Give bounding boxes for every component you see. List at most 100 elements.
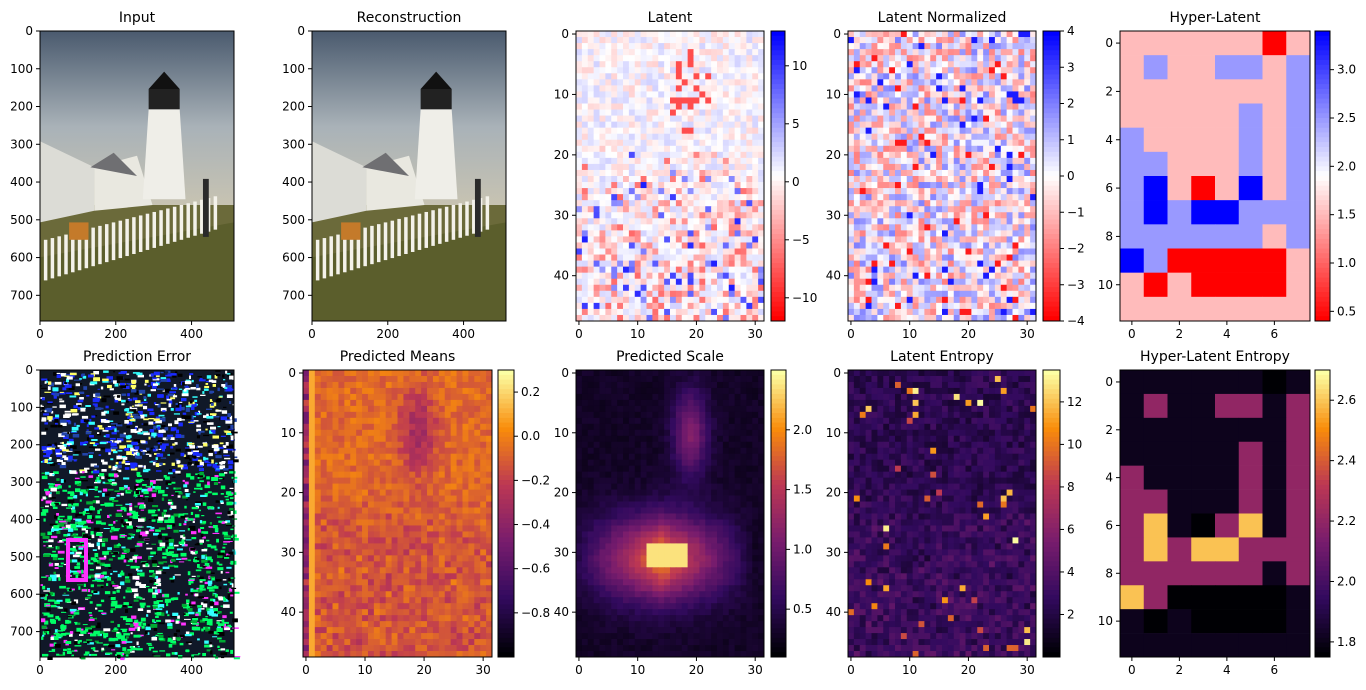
x-tick-label: 200 [376, 327, 399, 341]
colorbar-tick-label: −1 [1067, 205, 1085, 219]
heatmap-cell [1286, 585, 1311, 610]
heatmap-cell [1286, 176, 1311, 201]
colorbar-tick-label: 3 [1067, 60, 1075, 74]
y-tick-label: 10 [281, 426, 296, 440]
colorbar-tick-label: 1.8 [1337, 635, 1356, 649]
heatmap-cell [1120, 224, 1145, 249]
heatmap-cell [1286, 272, 1311, 298]
y-tick-label: 20 [554, 148, 569, 162]
heatmap-cell [1143, 513, 1168, 538]
axes-frame [39, 30, 235, 322]
heatmap-cell [1262, 103, 1287, 128]
heatmap-cell [1215, 417, 1240, 443]
heatmap-cell [1238, 272, 1263, 298]
x-tick-label: 6 [1271, 663, 1279, 677]
heatmap-cell [1215, 151, 1240, 177]
heatmap-cell [1238, 31, 1263, 56]
heatmap-cell [1262, 417, 1287, 443]
y-tick-label: 600 [10, 251, 33, 265]
y-tick-label: 700 [10, 288, 33, 302]
heatmap-cell [1167, 296, 1192, 322]
colorbar: 12 10 8 6 4 2 [1042, 369, 1082, 658]
heatmap-cell [1143, 127, 1168, 153]
axes-frame [1119, 369, 1311, 658]
heatmap-cell [1143, 561, 1168, 586]
x-tick-label: 2 [1176, 663, 1184, 677]
y-tick-label: 40 [281, 605, 296, 619]
heatmap-cell [1191, 393, 1216, 419]
hyper-latent [1120, 31, 1311, 322]
heatmap-cell [1120, 561, 1145, 586]
y-tick-label: 20 [554, 486, 569, 500]
y-tick-label: 500 [10, 213, 33, 227]
heatmap-cell [1262, 489, 1287, 514]
colorbar-tick-label: 1 [1067, 133, 1075, 147]
heatmap-cell [1143, 272, 1168, 298]
colorbar-tick-label: −0.4 [521, 518, 550, 532]
heatmap-cell [1167, 561, 1192, 586]
y-tick-label: 30 [281, 545, 296, 559]
y-tick-label: 20 [826, 486, 841, 500]
heatmap-cell [1238, 127, 1263, 153]
heatmap-cell [1262, 79, 1287, 104]
heatmap-cell [1143, 537, 1168, 562]
heatmap-cell [1286, 633, 1311, 658]
x-tick-label: 20 [416, 663, 431, 677]
heatmap-cell [1215, 248, 1240, 273]
heatmap-cell [1120, 248, 1145, 273]
axes-frame [311, 30, 507, 322]
heatmap-cell [1167, 417, 1192, 443]
heatmap-cell [1143, 465, 1168, 490]
heatmap-cell [1120, 465, 1145, 490]
heatmap-cell [1262, 272, 1287, 298]
heatmap-cell [1238, 151, 1263, 177]
y-tick-label: 0 [297, 24, 305, 38]
colorbar-tick-label: 0.5 [793, 602, 812, 616]
y-tick-label: 600 [282, 251, 305, 265]
x-tick-label: 2 [1176, 327, 1184, 341]
heat-latent [576, 31, 765, 322]
x-tick-label: 0 [847, 663, 855, 677]
heatmap-cell [1143, 55, 1168, 80]
heatmap-cell [1286, 561, 1311, 586]
y-tick-label: 500 [10, 550, 33, 564]
colorbar-tick-label: 0.5 [1337, 304, 1356, 318]
heatmap-cell [1191, 609, 1216, 634]
x-tick-label: 0 [1128, 327, 1136, 341]
colorbar-tick-label: 2.0 [793, 423, 812, 437]
x-tick-label: 0 [847, 327, 855, 341]
heatmap-cell [1120, 200, 1145, 225]
heatmap-cell [1191, 296, 1216, 322]
heat-latent-normalized [848, 31, 1037, 322]
heatmap-cell [1167, 176, 1192, 201]
heatmap-cell [1238, 585, 1263, 610]
heatmap-cell [1167, 465, 1192, 490]
heatmap-cell [1262, 513, 1287, 538]
heatmap-cell [1120, 633, 1145, 658]
heatmap-cell [1286, 224, 1311, 249]
x-tick-label: 20 [961, 327, 976, 341]
panel-title: Input [119, 10, 156, 26]
x-tick-label: 400 [180, 327, 203, 341]
heatmap-cell [1215, 79, 1240, 104]
heatmap-cell [1167, 103, 1192, 128]
heatmap-cell [1286, 441, 1311, 466]
y-tick-label: 0 [833, 27, 841, 41]
heatmap-cell [1286, 248, 1311, 273]
y-tick-label: 600 [10, 587, 33, 601]
colorbar-tick-label: 2.5 [1337, 111, 1356, 125]
heatmap-cell [1191, 465, 1216, 490]
heatmap-cell [1286, 200, 1311, 225]
heatmap-cell [1215, 561, 1240, 586]
colorbar-tick-label: 0.0 [521, 429, 540, 443]
heatmap-cell [1191, 489, 1216, 514]
heatmap-cell [1215, 465, 1240, 490]
colorbar-tick-label: −0.8 [521, 606, 550, 620]
heatmap-cell [1167, 151, 1192, 177]
colorbar-tick-label: 0 [792, 175, 800, 189]
colorbar-tick-label: −5 [792, 233, 810, 247]
heatmap-cell [1191, 585, 1216, 610]
heatmap-cell [1120, 272, 1145, 298]
colorbar-tick-label: −4 [1067, 314, 1085, 328]
heatmap-cell [1238, 248, 1263, 273]
